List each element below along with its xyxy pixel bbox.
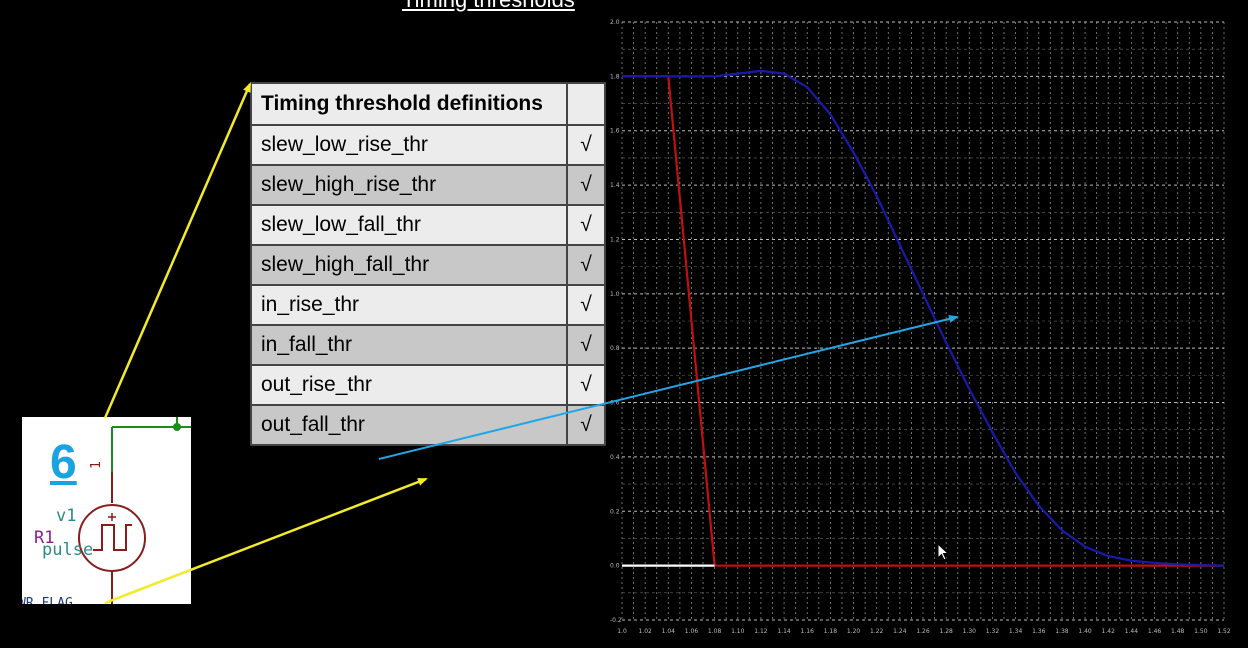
threshold-table: Timing threshold definitions slew_low_ri… — [250, 82, 606, 446]
threshold-name: slew_high_fall_thr — [250, 244, 568, 286]
y-tick-label: 2.0 — [610, 19, 620, 26]
table-row: slew_high_fall_thr √ — [250, 244, 606, 286]
threshold-name: in_rise_thr — [250, 284, 568, 326]
x-tick-label: 1.40 — [1078, 628, 1092, 635]
output-waveform-line — [622, 69, 1225, 567]
y-tick-label: 0.2 — [610, 508, 620, 515]
check-mark: √ — [566, 284, 606, 326]
table-header: Timing threshold definitions — [250, 82, 568, 126]
check-mark: √ — [566, 124, 606, 166]
table-row: slew_low_rise_thr √ — [250, 124, 606, 166]
waveform-plot: -0.2 0.0 0.2 0.4 0.6 0.8 1.0 1.2 1.4 1.6 1.8 2.0 1.0… — [610, 19, 1231, 635]
schematic-snippet: 1 6 v1 R1 pulse WR_FLAG — [22, 417, 191, 604]
table-header-check — [566, 82, 606, 126]
x-tick-label: 1.12 — [754, 628, 768, 635]
y-tick-label: 1.4 — [610, 182, 620, 189]
y-tick-label: 1.0 — [610, 291, 620, 298]
threshold-name: in_fall_thr — [250, 324, 568, 366]
x-tick-label: 1.20 — [847, 628, 861, 635]
x-tick-label: 1.50 — [1194, 628, 1208, 635]
y-tick-label: 1.6 — [610, 128, 620, 135]
x-tick-label: 1.02 — [638, 628, 652, 635]
threshold-name: out_fall_thr — [250, 404, 568, 446]
check-mark: √ — [566, 364, 606, 406]
check-mark: √ — [566, 404, 606, 446]
node-number: 6 — [50, 436, 77, 489]
x-tick-label: 1.46 — [1148, 628, 1162, 635]
x-tick-label: 1.28 — [939, 628, 953, 635]
y-tick-label: 0.0 — [610, 563, 620, 570]
threshold-name: slew_low_fall_thr — [250, 204, 568, 246]
x-tick-label: 1.52 — [1217, 628, 1231, 635]
table-row: out_rise_thr √ — [250, 364, 606, 406]
x-tick-label: 1.30 — [963, 628, 977, 635]
x-tick-label: 1.44 — [1125, 628, 1139, 635]
x-tick-label: 1.06 — [685, 628, 699, 635]
mouse-cursor-icon — [937, 543, 950, 561]
x-tick-label: 1.42 — [1102, 628, 1116, 635]
y-tick-label: 0.8 — [610, 345, 620, 352]
x-tick-label: 1.38 — [1055, 628, 1069, 635]
threshold-name: out_rise_thr — [250, 364, 568, 406]
x-tick-label: 1.16 — [801, 628, 815, 635]
x-tick-label: 1.48 — [1171, 628, 1185, 635]
x-tick-label: 1.26 — [916, 628, 930, 635]
pin-number: 1 — [89, 461, 104, 469]
threshold-name: slew_high_rise_thr — [250, 164, 568, 206]
y-tick-label: 1.8 — [610, 73, 620, 80]
table-row: slew_high_rise_thr √ — [250, 164, 606, 206]
table-row: in_rise_thr √ — [250, 284, 606, 326]
yellow-arrow-upper — [103, 82, 252, 419]
x-tick-label: 1.32 — [986, 628, 1000, 635]
check-mark: √ — [566, 244, 606, 286]
x-tick-label: 1.18 — [824, 628, 838, 635]
source-value: pulse — [42, 540, 94, 560]
x-tick-label: 1.10 — [731, 628, 745, 635]
x-tick-label: 1.34 — [1009, 628, 1023, 635]
schematic-drawing: 1 — [78, 417, 191, 604]
x-tick-label: 1.14 — [777, 628, 791, 635]
x-tick-label: 1.22 — [870, 628, 884, 635]
table-row: slew_low_fall_thr √ — [250, 204, 606, 246]
x-tick-label: 1.0 — [617, 628, 627, 635]
x-tick-label: 1.24 — [893, 628, 907, 635]
x-tick-label: 1.04 — [662, 628, 676, 635]
component-name: v1 — [56, 506, 77, 526]
y-tick-label: -0.2 — [610, 617, 622, 624]
table-row: in_fall_thr √ — [250, 324, 606, 366]
check-mark: √ — [566, 164, 606, 206]
threshold-name: slew_low_rise_thr — [250, 124, 568, 166]
x-tick-label: 1.36 — [1032, 628, 1046, 635]
table-header-row: Timing threshold definitions — [250, 82, 606, 126]
table-row: out_fall_thr √ — [250, 404, 606, 446]
resistor-label: R1 — [34, 528, 55, 548]
check-mark: √ — [566, 204, 606, 246]
y-tick-label: 1.2 — [610, 236, 620, 243]
check-mark: √ — [566, 324, 606, 366]
x-tick-label: 1.08 — [708, 628, 722, 635]
flag-label: WR_FLAG — [22, 596, 73, 604]
y-tick-label: 0.4 — [610, 454, 620, 461]
slide-title: Timing thresholds — [402, 0, 622, 13]
y-tick-label: 0.6 — [610, 400, 620, 407]
